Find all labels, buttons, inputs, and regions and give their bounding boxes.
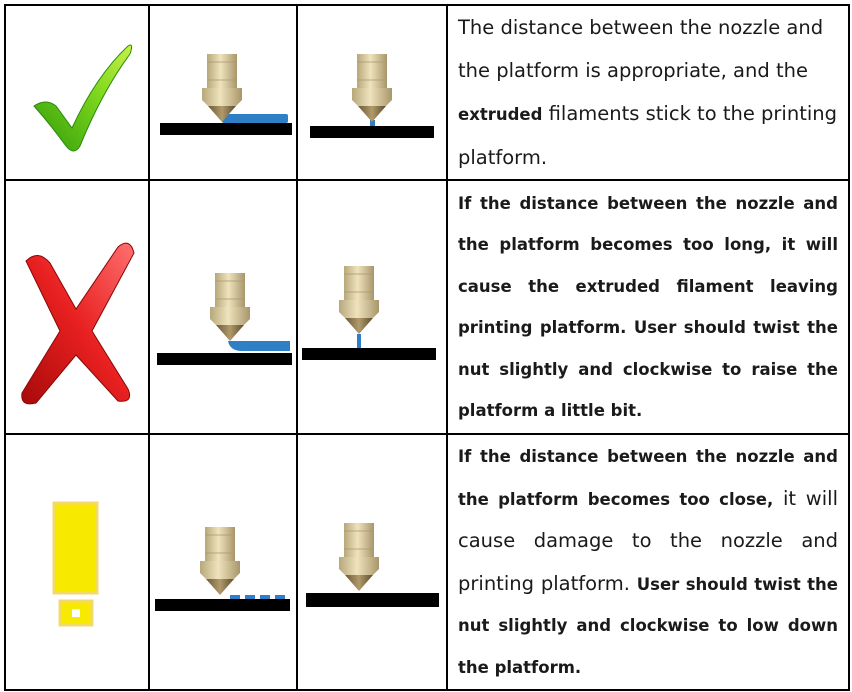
nozzle-diagram: [302, 266, 436, 360]
row: The distance between the nozzle and the …: [4, 4, 850, 181]
warning-icon: [52, 501, 99, 627]
cross-icon: [21, 242, 135, 405]
text: extruded: [458, 105, 543, 124]
row: If the distance between the nozzle and t…: [4, 179, 850, 435]
image-cell: [148, 433, 298, 691]
text: it will cause damage to the nozzle and p…: [458, 486, 838, 595]
text: If the distance between the nozzle and t…: [458, 447, 838, 509]
description: If the distance between the nozzle and t…: [446, 179, 850, 435]
leveling-table: The distance between the nozzle and the …: [4, 4, 850, 691]
image-cell: [148, 4, 298, 181]
nozzle-diagram: [160, 54, 292, 135]
image-cell: [148, 179, 298, 435]
image-cell: [296, 433, 448, 691]
nozzle-diagram: [155, 527, 290, 611]
description: The distance between the nozzle and the …: [446, 4, 850, 181]
text: The distance between the nozzle and the …: [458, 16, 824, 82]
image-cell: [296, 179, 448, 435]
check-icon: [33, 44, 133, 152]
nozzle-diagram: [306, 523, 439, 607]
nozzle-diagram: [310, 54, 434, 138]
row: If the distance between the nozzle and t…: [4, 433, 850, 691]
nozzle-diagram: [157, 273, 292, 365]
description: If the distance between the nozzle and t…: [446, 433, 850, 691]
icon-cell: [4, 433, 150, 691]
text: If the distance between the nozzle and t…: [458, 193, 838, 421]
icon-cell: [4, 179, 150, 435]
text: filaments stick to the printing platform…: [458, 102, 838, 169]
image-cell: [296, 4, 448, 181]
text: User should twist the nut slightly and c…: [458, 574, 838, 677]
icon-cell: [4, 4, 150, 181]
